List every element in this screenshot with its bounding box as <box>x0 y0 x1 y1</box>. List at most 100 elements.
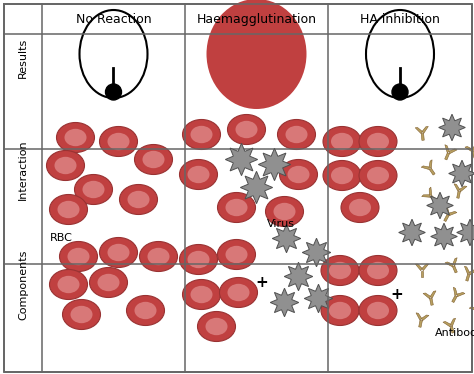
Polygon shape <box>429 160 432 168</box>
Ellipse shape <box>119 184 157 215</box>
Ellipse shape <box>80 10 147 98</box>
Ellipse shape <box>359 126 397 156</box>
Ellipse shape <box>180 245 218 275</box>
Ellipse shape <box>56 123 94 153</box>
Polygon shape <box>460 186 467 192</box>
Ellipse shape <box>359 160 397 190</box>
Text: +: + <box>391 287 403 302</box>
Ellipse shape <box>57 276 80 293</box>
Polygon shape <box>445 145 449 153</box>
Text: Virus: Virus <box>266 218 294 229</box>
Ellipse shape <box>128 191 149 208</box>
Ellipse shape <box>218 193 255 223</box>
Ellipse shape <box>367 262 389 279</box>
Polygon shape <box>430 291 436 298</box>
Ellipse shape <box>108 244 129 261</box>
Bar <box>429 168 435 175</box>
Polygon shape <box>453 287 457 295</box>
Polygon shape <box>427 192 453 219</box>
Polygon shape <box>415 128 422 134</box>
Ellipse shape <box>100 126 137 156</box>
Bar <box>450 326 455 333</box>
Bar <box>453 266 457 273</box>
Ellipse shape <box>207 0 307 109</box>
Ellipse shape <box>139 242 177 272</box>
Ellipse shape <box>273 203 295 220</box>
Ellipse shape <box>82 181 105 198</box>
Ellipse shape <box>228 284 249 301</box>
Ellipse shape <box>331 133 353 150</box>
Ellipse shape <box>55 157 76 174</box>
Polygon shape <box>422 126 428 134</box>
Ellipse shape <box>329 262 351 279</box>
Ellipse shape <box>226 246 247 263</box>
Polygon shape <box>272 224 301 253</box>
Text: Haemagglutination: Haemagglutination <box>197 12 317 25</box>
Ellipse shape <box>287 166 310 183</box>
Circle shape <box>392 84 408 100</box>
Bar <box>472 151 474 158</box>
Polygon shape <box>446 206 449 215</box>
Ellipse shape <box>198 312 236 341</box>
Ellipse shape <box>135 144 173 175</box>
Polygon shape <box>449 160 474 187</box>
Ellipse shape <box>63 300 100 329</box>
Polygon shape <box>422 264 428 271</box>
Ellipse shape <box>323 126 361 156</box>
Ellipse shape <box>46 150 84 181</box>
Polygon shape <box>431 223 457 250</box>
Ellipse shape <box>71 306 92 323</box>
Ellipse shape <box>331 167 353 184</box>
Ellipse shape <box>64 129 87 146</box>
Ellipse shape <box>366 10 434 98</box>
Ellipse shape <box>218 239 255 270</box>
Polygon shape <box>473 143 474 151</box>
Text: No Reaction: No Reaction <box>76 12 151 25</box>
Text: Results: Results <box>18 38 28 78</box>
Text: Components: Components <box>18 249 28 320</box>
Polygon shape <box>445 262 453 267</box>
Text: Interaction: Interaction <box>18 139 28 200</box>
Polygon shape <box>465 147 473 152</box>
Ellipse shape <box>280 159 318 190</box>
Polygon shape <box>225 143 258 176</box>
Bar <box>465 274 470 281</box>
Polygon shape <box>240 171 273 204</box>
Ellipse shape <box>321 295 359 325</box>
Polygon shape <box>302 238 331 267</box>
Ellipse shape <box>182 120 220 150</box>
Polygon shape <box>258 148 291 181</box>
Bar <box>419 321 422 327</box>
Ellipse shape <box>236 121 257 138</box>
Polygon shape <box>469 307 474 311</box>
Polygon shape <box>449 211 457 216</box>
Ellipse shape <box>341 193 379 223</box>
Polygon shape <box>449 149 457 154</box>
Ellipse shape <box>188 166 210 183</box>
Ellipse shape <box>49 194 88 224</box>
Polygon shape <box>453 258 457 266</box>
Bar <box>456 191 460 198</box>
Bar <box>430 196 437 202</box>
Ellipse shape <box>191 126 212 143</box>
Polygon shape <box>399 219 425 246</box>
Bar <box>421 271 423 277</box>
Ellipse shape <box>108 133 129 150</box>
Bar <box>444 215 449 221</box>
Polygon shape <box>415 264 422 271</box>
Polygon shape <box>454 184 460 191</box>
Ellipse shape <box>74 175 112 205</box>
Ellipse shape <box>359 255 397 285</box>
Bar <box>421 134 424 140</box>
Polygon shape <box>457 219 474 246</box>
Ellipse shape <box>349 199 371 216</box>
Bar <box>445 153 449 160</box>
Text: RBC: RBC <box>50 233 73 242</box>
Bar <box>429 298 433 305</box>
Ellipse shape <box>191 286 212 303</box>
Ellipse shape <box>367 167 389 184</box>
Polygon shape <box>270 288 299 317</box>
Polygon shape <box>421 166 429 170</box>
Polygon shape <box>422 195 430 197</box>
Ellipse shape <box>321 255 359 285</box>
